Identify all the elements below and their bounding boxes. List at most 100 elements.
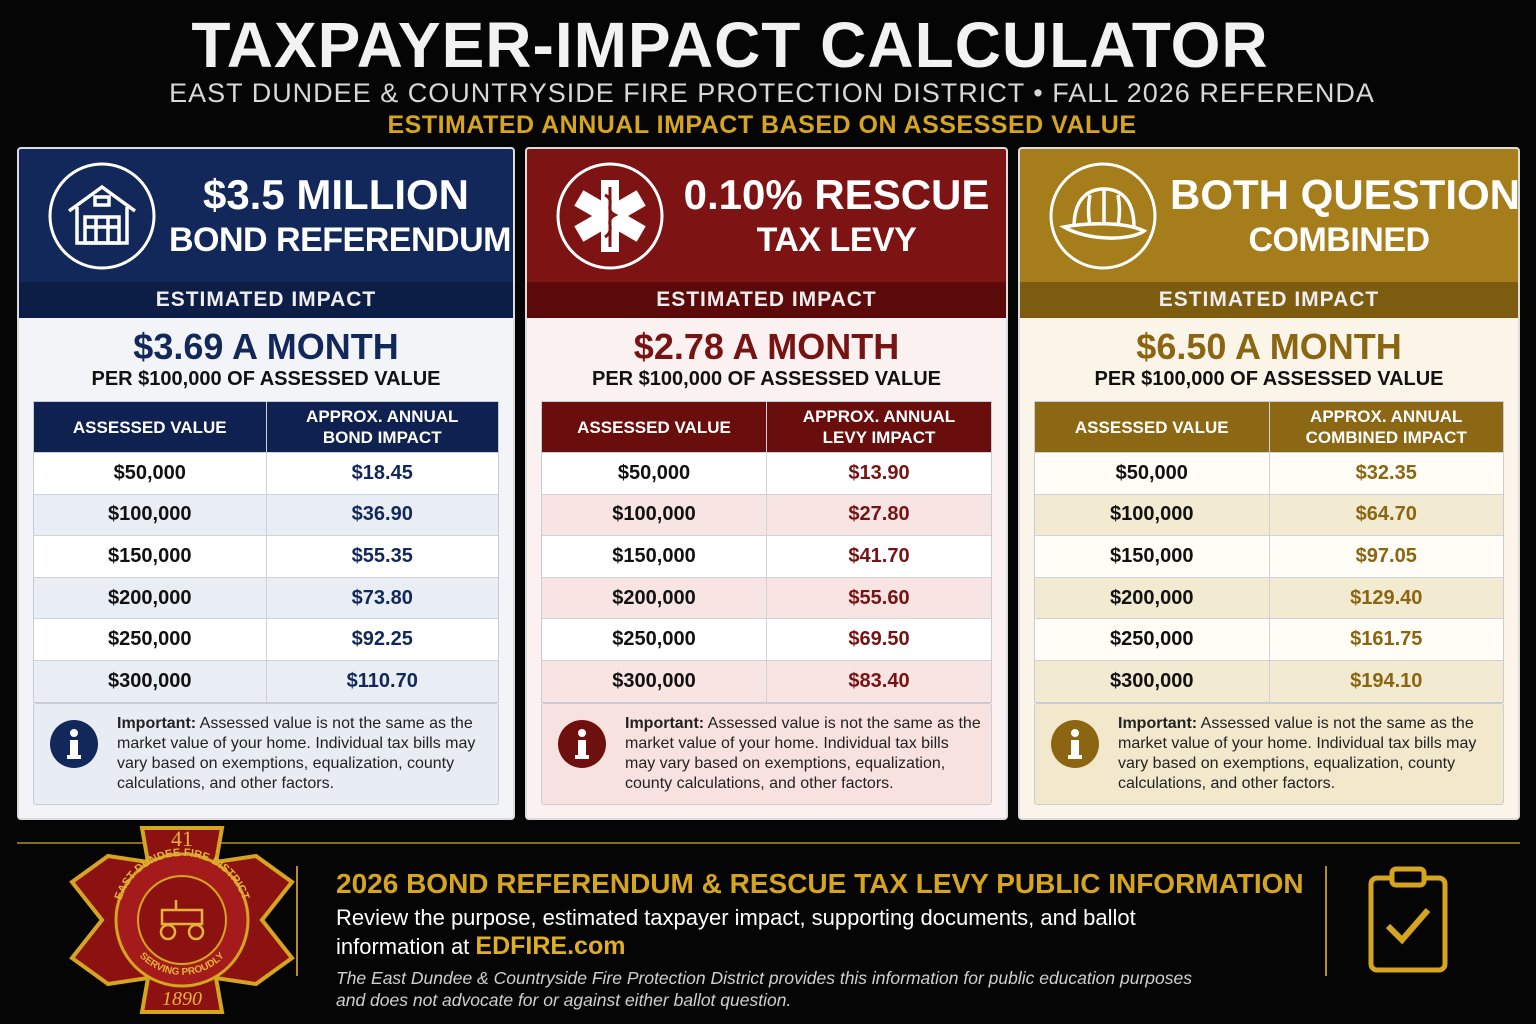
table-row: $250,000 $92.25 bbox=[34, 618, 498, 660]
per-value: PER $100,000 OF ASSESSED VALUE bbox=[591, 368, 942, 390]
note-text: Important: Assessed value is not the sam… bbox=[1118, 714, 1493, 794]
card-title: COMBINED bbox=[1248, 221, 1430, 259]
impact-table: ASSESSED VALUE APPROX. ANNUAL COMBINED IM… bbox=[1034, 401, 1504, 703]
table-row: $150,000 $55.35 bbox=[34, 535, 498, 577]
impact-table: ASSESSED VALUE APPROX. ANNUAL BOND IMPACT… bbox=[33, 401, 499, 703]
card-header: BOTH QUESTIONS COMBINED bbox=[1020, 149, 1518, 282]
table-cell: $41.70 bbox=[766, 536, 991, 577]
card-icon bbox=[556, 162, 664, 270]
table-row: $200,000 $129.40 bbox=[1035, 576, 1504, 619]
header-cell: APPROX. ANNUAL LEVY IMPACT bbox=[766, 402, 991, 452]
table-cell: $32.35 bbox=[1268, 453, 1504, 494]
table-cell: $300,000 bbox=[612, 669, 696, 692]
subtitle: EAST DUNDEE & COUNTRYSIDE FIRE PROTECTIO… bbox=[169, 78, 1375, 108]
table-cell: $55.60 bbox=[766, 577, 991, 619]
card-title: $3.5 MILLION bbox=[202, 171, 470, 218]
table-cell: $250,000 bbox=[612, 628, 696, 651]
table-cell: $200,000 bbox=[1110, 586, 1194, 609]
table-cell: $300,000 bbox=[108, 669, 192, 692]
card-icon bbox=[48, 162, 156, 270]
table-cell: $18.45 bbox=[265, 453, 499, 494]
table-cell: $194.10 bbox=[1268, 660, 1504, 702]
card-title: 0.10% RESCUE bbox=[683, 171, 990, 218]
badge-year: 1890 bbox=[162, 988, 202, 1010]
table-cell: $83.40 bbox=[766, 660, 991, 702]
table-row: $100,000 $36.90 bbox=[34, 493, 498, 536]
header-cell: ASSESSED VALUE bbox=[1074, 417, 1229, 437]
checklist-icon bbox=[1368, 866, 1448, 973]
card: 0.10% RESCUE TAX LEVY ESTIMATED IMPACT $2.7… bbox=[525, 147, 1008, 820]
table-cell: $50,000 bbox=[617, 461, 691, 484]
badge: EAST DUNDEE FIRE DISTRICT SERVING PROUDL… bbox=[69, 826, 295, 1014]
note: Important: Assessed value is not the sam… bbox=[541, 703, 992, 805]
table-cell: $110.70 bbox=[265, 660, 499, 702]
footer-body: Review the purpose, estimated taxpayer i… bbox=[336, 903, 1136, 961]
table-cell: $13.90 bbox=[766, 453, 991, 494]
monthly-impact: $2.78 A MONTH bbox=[633, 326, 900, 367]
table-row: $250,000 $161.75 bbox=[1035, 618, 1503, 660]
table-cell: $73.80 bbox=[265, 577, 499, 619]
table-cell: $150,000 bbox=[108, 544, 192, 567]
table-cell: $92.25 bbox=[265, 619, 499, 660]
table-header: ASSESSED VALUE APPROX. ANNUAL BOND IMPACT bbox=[34, 402, 498, 452]
card-title: BOTH QUESTIONS bbox=[1170, 171, 1520, 218]
table-header: ASSESSED VALUE APPROX. ANNUAL COMBINED IM… bbox=[1035, 402, 1503, 452]
info-icon bbox=[50, 720, 98, 768]
impact-label: ESTIMATED IMPACT bbox=[19, 282, 513, 318]
table-row: $300,000 $194.10 bbox=[1035, 659, 1504, 702]
table-cell: $69.50 bbox=[766, 619, 991, 660]
table-cell: $100,000 bbox=[1110, 503, 1194, 526]
table-row: $100,000 $64.70 bbox=[1035, 493, 1503, 536]
note-lead: Important: bbox=[1118, 715, 1198, 732]
table-row: $150,000 $41.70 bbox=[542, 535, 991, 577]
card-title: TAX LEVY bbox=[756, 221, 917, 259]
table-cell: $129.40 bbox=[1268, 577, 1504, 619]
impact-label: ESTIMATED IMPACT bbox=[527, 282, 1006, 318]
table-row: $50,000 $32.35 bbox=[1035, 452, 1503, 494]
table-row: $300,000 $110.70 bbox=[34, 659, 499, 702]
table-cell: $150,000 bbox=[612, 544, 696, 567]
footer-text: Review the purpose, estimated taxpayer i… bbox=[336, 905, 1136, 959]
table-cell: $250,000 bbox=[1110, 628, 1194, 651]
table-cell: $200,000 bbox=[612, 586, 696, 609]
badge-engine bbox=[159, 900, 205, 941]
card: BOTH QUESTIONS COMBINED ESTIMATED IMPACT $6… bbox=[1018, 147, 1520, 820]
note-lead: Important: bbox=[625, 715, 705, 732]
note-text: Important: Assessed value is not the sam… bbox=[625, 714, 981, 794]
table-row: $200,000 $73.80 bbox=[34, 576, 499, 619]
table-cell: $300,000 bbox=[1110, 669, 1194, 692]
table-row: $150,000 $97.05 bbox=[1035, 535, 1503, 577]
table-cell: $250,000 bbox=[108, 628, 192, 651]
note-body: Assessed value is not the same as the ma… bbox=[625, 715, 981, 792]
table-row: $50,000 $13.90 bbox=[542, 452, 991, 494]
card-header: $3.5 MILLION BOND REFERENDUM bbox=[19, 149, 513, 282]
table-header: ASSESSED VALUE APPROX. ANNUAL LEVY IMPACT bbox=[542, 402, 991, 452]
table-row: $100,000 $27.80 bbox=[542, 493, 991, 536]
monthly-impact: $3.69 A MONTH bbox=[133, 326, 399, 367]
title: TAXPAYER-IMPACT CALCULATOR bbox=[191, 9, 1269, 81]
note-text: Important: Assessed value is not the sam… bbox=[117, 714, 488, 794]
note: Important: Assessed value is not the sam… bbox=[33, 703, 499, 805]
footer-link[interactable]: EDFIRE.com bbox=[475, 932, 626, 960]
info-icon bbox=[1051, 720, 1099, 768]
table-row: $200,000 $55.60 bbox=[542, 576, 991, 619]
note: Important: Assessed value is not the sam… bbox=[1034, 703, 1504, 805]
table-row: $300,000 $83.40 bbox=[542, 659, 991, 702]
table-cell: $100,000 bbox=[612, 503, 696, 526]
card: $3.5 MILLION BOND REFERENDUM ESTIMATED IMP… bbox=[17, 147, 515, 820]
card-icon bbox=[1049, 162, 1157, 270]
footer-divider bbox=[1325, 866, 1327, 976]
monthly-impact: $6.50 A MONTH bbox=[1136, 326, 1402, 367]
tagline: ESTIMATED ANNUAL IMPACT BASED ON ASSESSE… bbox=[387, 111, 1137, 139]
table-cell: $200,000 bbox=[108, 586, 192, 609]
per-value: PER $100,000 OF ASSESSED VALUE bbox=[1094, 368, 1444, 390]
badge-center bbox=[137, 875, 227, 965]
note-body: Assessed value is not the same as the ma… bbox=[117, 715, 476, 792]
table-cell: $50,000 bbox=[1115, 461, 1188, 484]
info-icon bbox=[558, 720, 606, 768]
impact-table: ASSESSED VALUE APPROX. ANNUAL LEVY IMPACT… bbox=[541, 401, 992, 703]
header-cell: ASSESSED VALUE bbox=[577, 417, 731, 437]
table-cell: $50,000 bbox=[113, 461, 186, 484]
